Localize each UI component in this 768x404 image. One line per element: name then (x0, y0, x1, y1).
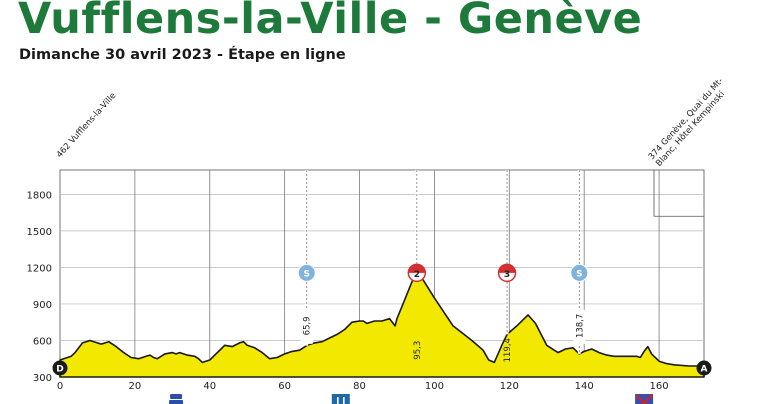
y-tick-label: 1200 (27, 263, 52, 274)
x-tick-label: 80 (353, 381, 366, 392)
sprint-marker-icon (297, 263, 316, 282)
start-marker-icon-label: D (56, 365, 63, 375)
end-location-label: 374 Genève, Quai du Mt-Blanc, Hôtel Kemp… (646, 75, 733, 168)
start-location-label: 462 Vufflens-la-Ville (55, 91, 119, 160)
feed-zone-icon (169, 394, 184, 404)
start-marker-icon (52, 360, 68, 376)
y-tick-label: 1500 (27, 227, 52, 238)
finish-circuit-icon (635, 394, 654, 404)
restaurant-icon (331, 394, 350, 404)
sprint-marker-icon (570, 263, 589, 282)
y-tick-label: 300 (33, 373, 52, 384)
km-label: 65,9 (303, 316, 313, 335)
x-tick-label: 120 (500, 381, 519, 392)
y-tick-label: 1800 (27, 190, 52, 201)
elevation-area (59, 269, 705, 378)
climb-marker-label: 3 (504, 270, 510, 280)
x-tick-label: 100 (425, 381, 444, 392)
x-tick-label: 60 (278, 381, 291, 392)
stage-subtitle: Dimanche 30 avril 2023 - Étape en ligne (19, 47, 346, 63)
climb-marker-cap (498, 264, 516, 273)
sprint-marker-label: S (303, 269, 309, 279)
km-label-bg (300, 309, 313, 344)
x-tick-label: 20 (129, 381, 142, 392)
end-location-label-line: 374 Genève, Quai du Mt- (646, 75, 725, 162)
y-tick-label: 600 (33, 336, 52, 347)
finish-panel-outline (653, 170, 704, 217)
x-tick-label: 140 (575, 381, 594, 392)
y-tick-label: 900 (33, 300, 52, 311)
climb-marker-label: 2 (414, 270, 420, 280)
x-tick-label: 160 (650, 381, 669, 392)
elevation-line (59, 269, 705, 378)
x-tick-label: 40 (203, 381, 216, 392)
km-label-bg (573, 309, 586, 344)
finish-marker-icon-label: A (701, 365, 708, 375)
climb-marker-cap (408, 264, 426, 273)
finish-marker-icon (696, 360, 712, 376)
sprint-marker-label: S (576, 269, 582, 279)
km-label: 119,4 (503, 338, 513, 362)
page-title: Vufflens-la-Ville - Genève (18, 0, 643, 44)
x-tick-label: 0 (57, 381, 63, 392)
km-label: 95,3 (413, 341, 423, 360)
route-markers: S 65,9 S 138,7 2 95,3 3 119,4 D A (52, 170, 712, 404)
km-label: 138,7 (575, 314, 585, 338)
end-location-label-line: Blanc, Hôtel Kempinski (653, 89, 726, 169)
